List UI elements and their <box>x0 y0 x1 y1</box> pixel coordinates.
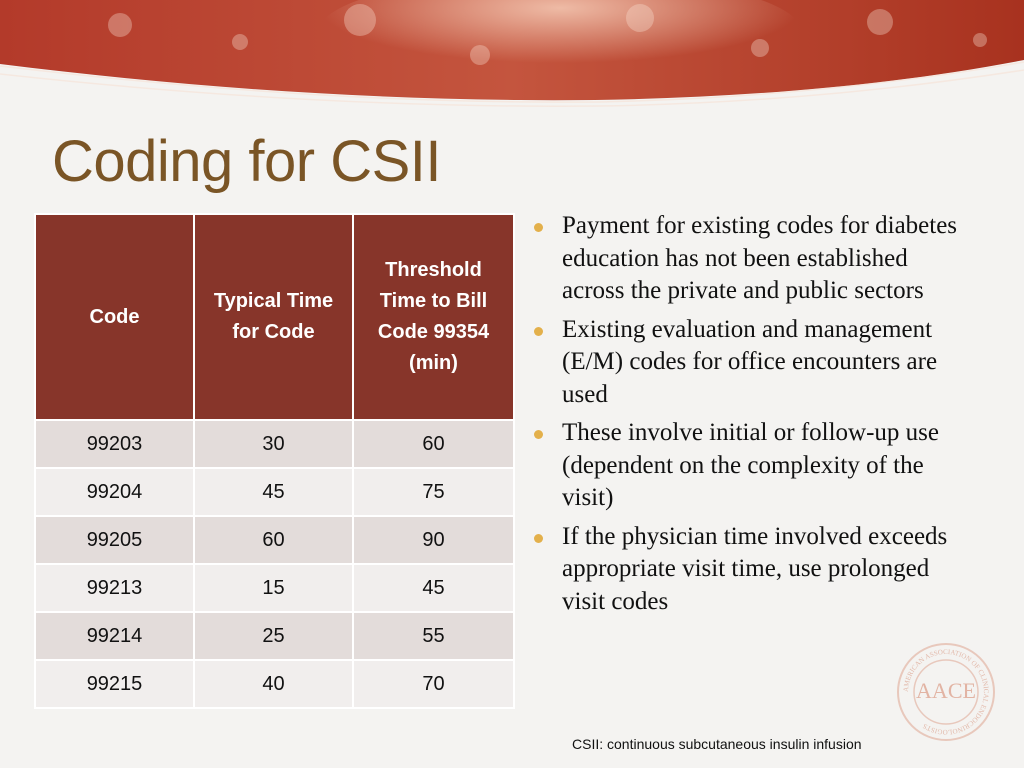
cell-threshold-time: 70 <box>352 659 515 709</box>
header-threshold-time: Threshold Time to Bill Code 99354 (min) <box>352 213 515 421</box>
cell-threshold-time: 55 <box>352 611 515 661</box>
table-row: 99213 15 45 <box>34 563 515 613</box>
table-row: 99203 30 60 <box>34 419 515 469</box>
table-row: 99214 25 55 <box>34 611 515 661</box>
header-code: Code <box>34 213 195 421</box>
bullet-list: Payment for existing codes for diabetes … <box>532 210 972 624</box>
cell-typical-time: 25 <box>193 611 354 661</box>
table-row: 99215 40 70 <box>34 659 515 709</box>
bullet-item: If the physician time involved exceeds a… <box>532 521 972 619</box>
bullet-dot-icon <box>534 430 543 439</box>
bullet-text: If the physician time involved exceeds a… <box>562 522 948 615</box>
coding-table: Code Typical Time for Code Threshold Tim… <box>34 213 515 709</box>
bullet-item: These involve initial or follow-up use (… <box>532 417 972 515</box>
table-row: 99204 45 75 <box>34 467 515 517</box>
cell-typical-time: 15 <box>193 563 354 613</box>
cell-code: 99203 <box>34 419 195 469</box>
footnote: CSII: continuous subcutaneous insulin in… <box>572 736 862 752</box>
cell-typical-time: 30 <box>193 419 354 469</box>
logo-text: AACE <box>916 678 976 703</box>
bullet-text: Payment for existing codes for diabetes … <box>562 212 958 304</box>
cell-code: 99214 <box>34 611 195 661</box>
cell-code: 99213 <box>34 563 195 613</box>
cell-threshold-time: 60 <box>352 419 515 469</box>
cell-threshold-time: 90 <box>352 515 515 565</box>
cell-typical-time: 40 <box>193 659 354 709</box>
bullet-dot-icon <box>534 223 543 232</box>
bullet-item: Payment for existing codes for diabetes … <box>532 210 972 308</box>
cell-code: 99205 <box>34 515 195 565</box>
cell-typical-time: 60 <box>193 515 354 565</box>
bullet-dot-icon <box>534 533 543 543</box>
cell-code: 99204 <box>34 467 195 517</box>
svg-text:AACE: AACE <box>916 678 976 703</box>
bullet-text: These involve initial or follow-up use (… <box>562 419 940 511</box>
cell-typical-time: 45 <box>193 467 354 517</box>
cell-threshold-time: 75 <box>352 467 515 517</box>
cell-threshold-time: 45 <box>352 563 515 613</box>
table-header-row: Code Typical Time for Code Threshold Tim… <box>34 213 515 421</box>
cell-code: 99215 <box>34 659 195 709</box>
bullet-text: Existing evaluation and management (E/M)… <box>562 315 938 408</box>
slide-title: Coding for CSII <box>52 129 442 194</box>
bullet-dot-icon <box>534 326 543 336</box>
header-typical-time: Typical Time for Code <box>193 213 354 421</box>
table-row: 99205 60 90 <box>34 515 515 565</box>
bullet-item: Existing evaluation and management (E/M)… <box>532 314 972 412</box>
aace-logo: AMERICAN ASSOCIATION OF CLINICAL ENDOCRI… <box>896 642 996 742</box>
header-banner <box>0 0 1024 110</box>
